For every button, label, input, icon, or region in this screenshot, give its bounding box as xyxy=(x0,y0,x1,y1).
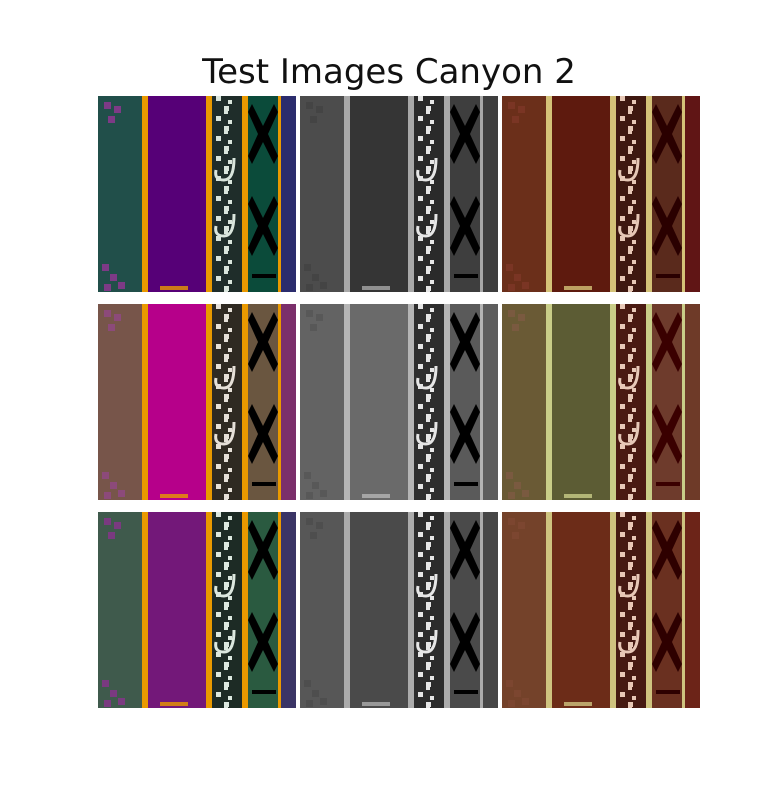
tile-r2-c3 xyxy=(502,304,700,500)
tile-r2-c2-image xyxy=(300,304,498,500)
tile-r1-c3 xyxy=(502,96,700,292)
tile-r3-c2-image xyxy=(300,512,498,708)
tile-r3-c3-image xyxy=(502,512,700,708)
tile-r1-c1 xyxy=(98,96,296,292)
tile-r1-c2-image xyxy=(300,96,498,292)
figure-title: Test Images Canyon 2 xyxy=(202,52,576,92)
tile-r3-c1-image xyxy=(98,512,296,708)
tile-r3-c2 xyxy=(300,512,498,708)
tile-r1-c3-image xyxy=(502,96,700,292)
tile-r2-c3-image xyxy=(502,304,700,500)
tile-r3-c1 xyxy=(98,512,296,708)
tile-r2-c1-image xyxy=(98,304,296,500)
tile-r2-c2 xyxy=(300,304,498,500)
tile-r2-c1 xyxy=(98,304,296,500)
tile-r1-c1-image xyxy=(98,96,296,292)
tile-r3-c3 xyxy=(502,512,700,708)
tile-r1-c2 xyxy=(300,96,498,292)
